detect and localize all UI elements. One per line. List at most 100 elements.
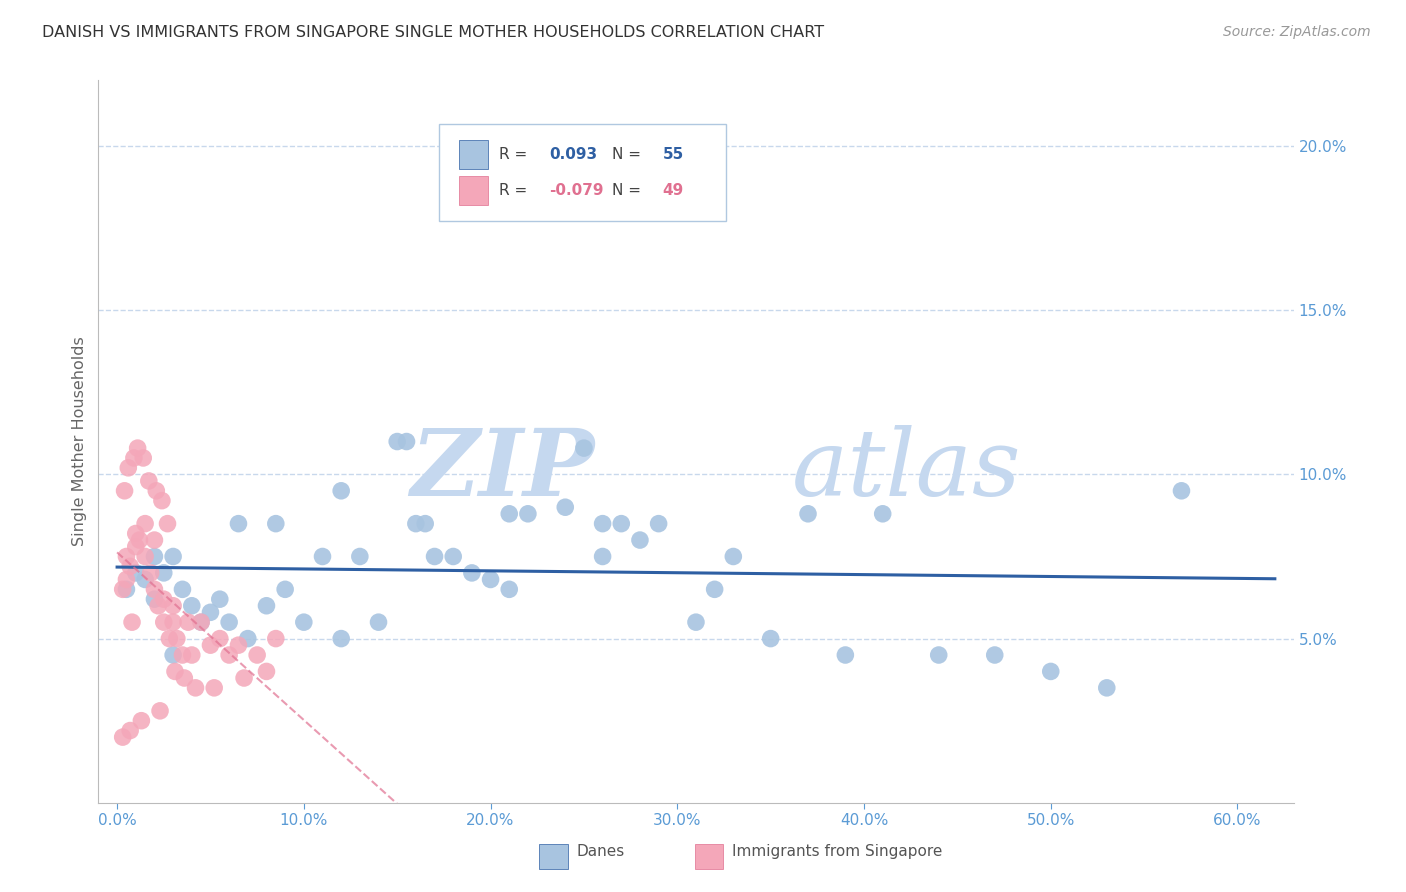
Point	[572, 441, 595, 455]
Point	[200, 605, 222, 619]
Point	[200, 638, 222, 652]
Point	[120, 723, 142, 738]
Point	[121, 615, 143, 630]
FancyBboxPatch shape	[540, 844, 568, 869]
Point	[516, 507, 538, 521]
Point	[180, 599, 202, 613]
Point	[145, 483, 167, 498]
Point	[330, 632, 353, 646]
Text: 55: 55	[662, 147, 683, 162]
Point	[180, 648, 202, 662]
Point	[264, 516, 287, 531]
Text: N =: N =	[613, 147, 641, 162]
Text: Source: ZipAtlas.com: Source: ZipAtlas.com	[1223, 25, 1371, 39]
Point	[117, 460, 139, 475]
Point	[127, 441, 149, 455]
Point	[202, 681, 225, 695]
Point	[122, 450, 145, 465]
Y-axis label: Single Mother Households: Single Mother Households	[72, 336, 87, 547]
Point	[131, 714, 153, 728]
Point	[1170, 483, 1192, 498]
Point	[218, 648, 240, 662]
Point	[628, 533, 651, 547]
Point	[173, 671, 195, 685]
Point	[162, 648, 184, 662]
Point	[274, 582, 297, 597]
Point	[138, 474, 160, 488]
Point	[125, 566, 148, 580]
Point	[139, 566, 162, 580]
Point	[132, 450, 155, 465]
Point	[233, 671, 256, 685]
Point	[208, 592, 231, 607]
Point	[236, 632, 259, 646]
Point	[797, 507, 820, 521]
Point	[984, 648, 1007, 662]
Point	[759, 632, 782, 646]
Text: Immigrants from Singapore: Immigrants from Singapore	[733, 845, 942, 859]
Point	[143, 582, 166, 597]
Point	[125, 540, 148, 554]
Point	[114, 483, 136, 498]
Point	[172, 648, 194, 662]
Point	[190, 615, 212, 630]
Point	[703, 582, 725, 597]
Text: R =: R =	[499, 147, 527, 162]
Point	[685, 615, 707, 630]
Point	[148, 599, 170, 613]
Point	[115, 582, 138, 597]
Point	[330, 483, 353, 498]
Point	[592, 549, 614, 564]
Point	[441, 549, 464, 564]
Point	[479, 573, 502, 587]
Point	[228, 638, 250, 652]
Point	[413, 516, 436, 531]
Point	[208, 632, 231, 646]
Point	[554, 500, 576, 515]
Point	[115, 573, 138, 587]
Text: Danes: Danes	[576, 845, 624, 859]
Text: ZIP: ZIP	[411, 425, 595, 516]
Point	[162, 599, 184, 613]
Point	[610, 516, 633, 531]
Point	[218, 615, 240, 630]
Point	[111, 730, 134, 744]
Point	[143, 549, 166, 564]
Point	[292, 615, 315, 630]
Point	[228, 516, 250, 531]
Point	[928, 648, 950, 662]
Point	[152, 566, 174, 580]
Point	[498, 507, 520, 521]
Point	[367, 615, 389, 630]
Point	[872, 507, 894, 521]
Point	[256, 665, 278, 679]
Point	[128, 533, 150, 547]
Point	[405, 516, 427, 531]
Text: -0.079: -0.079	[548, 184, 603, 198]
Point	[166, 632, 188, 646]
Point	[152, 592, 174, 607]
Text: R =: R =	[499, 184, 527, 198]
Text: DANISH VS IMMIGRANTS FROM SINGAPORE SINGLE MOTHER HOUSEHOLDS CORRELATION CHART: DANISH VS IMMIGRANTS FROM SINGAPORE SING…	[42, 25, 824, 40]
Point	[723, 549, 745, 564]
Point	[157, 632, 180, 646]
Text: atlas: atlas	[792, 425, 1021, 516]
Text: 49: 49	[662, 184, 683, 198]
Point	[246, 648, 269, 662]
Point	[115, 549, 138, 564]
Point	[498, 582, 520, 597]
Point	[264, 632, 287, 646]
Point	[134, 516, 156, 531]
Point	[256, 599, 278, 613]
Point	[184, 681, 207, 695]
Point	[149, 704, 172, 718]
Point	[134, 573, 156, 587]
Point	[162, 549, 184, 564]
Text: 0.093: 0.093	[548, 147, 598, 162]
FancyBboxPatch shape	[695, 844, 724, 869]
Point	[647, 516, 669, 531]
Point	[1095, 681, 1118, 695]
Text: N =: N =	[613, 184, 641, 198]
Point	[120, 559, 142, 574]
Point	[162, 615, 184, 630]
